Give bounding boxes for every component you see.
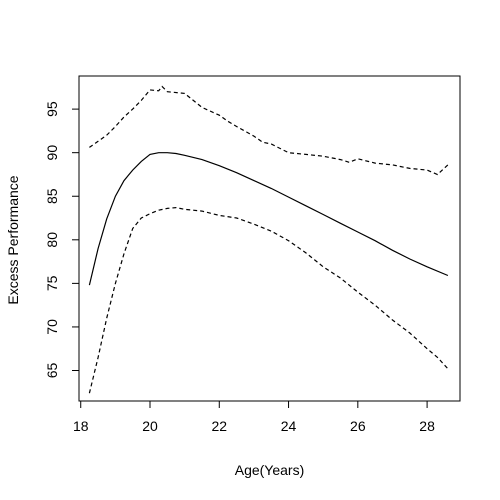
series-lines <box>88 85 449 394</box>
x-tick-label-2: 22 <box>211 418 227 434</box>
plot-frame <box>78 75 461 402</box>
y-tick-label-5: 90 <box>44 145 60 161</box>
series-line-1 <box>89 85 449 176</box>
x-tick-label-3: 24 <box>281 418 297 434</box>
x-tick-label-1: 20 <box>142 418 158 434</box>
y-tick-label-2: 75 <box>44 275 60 291</box>
x-tick-label-4: 26 <box>350 418 366 434</box>
x-axis-label: Age(Years) <box>235 462 305 478</box>
x-tick-label-0: 18 <box>73 418 89 434</box>
y-tick-label-0: 65 <box>44 363 60 379</box>
y-tick-label-6: 95 <box>44 101 60 117</box>
x-tick-label-5: 28 <box>419 418 435 434</box>
y-tick-label-4: 85 <box>44 188 60 204</box>
y-axis-label: Excess Performance <box>5 175 21 304</box>
series-line-2 <box>88 206 449 394</box>
series-line-0 <box>88 152 449 286</box>
y-tick-label-1: 70 <box>44 319 60 335</box>
x-axis: 18 20 22 24 26 28 <box>73 400 435 434</box>
y-axis: 65 70 75 80 85 90 95 <box>44 101 80 379</box>
y-tick-label-3: 80 <box>44 232 60 248</box>
